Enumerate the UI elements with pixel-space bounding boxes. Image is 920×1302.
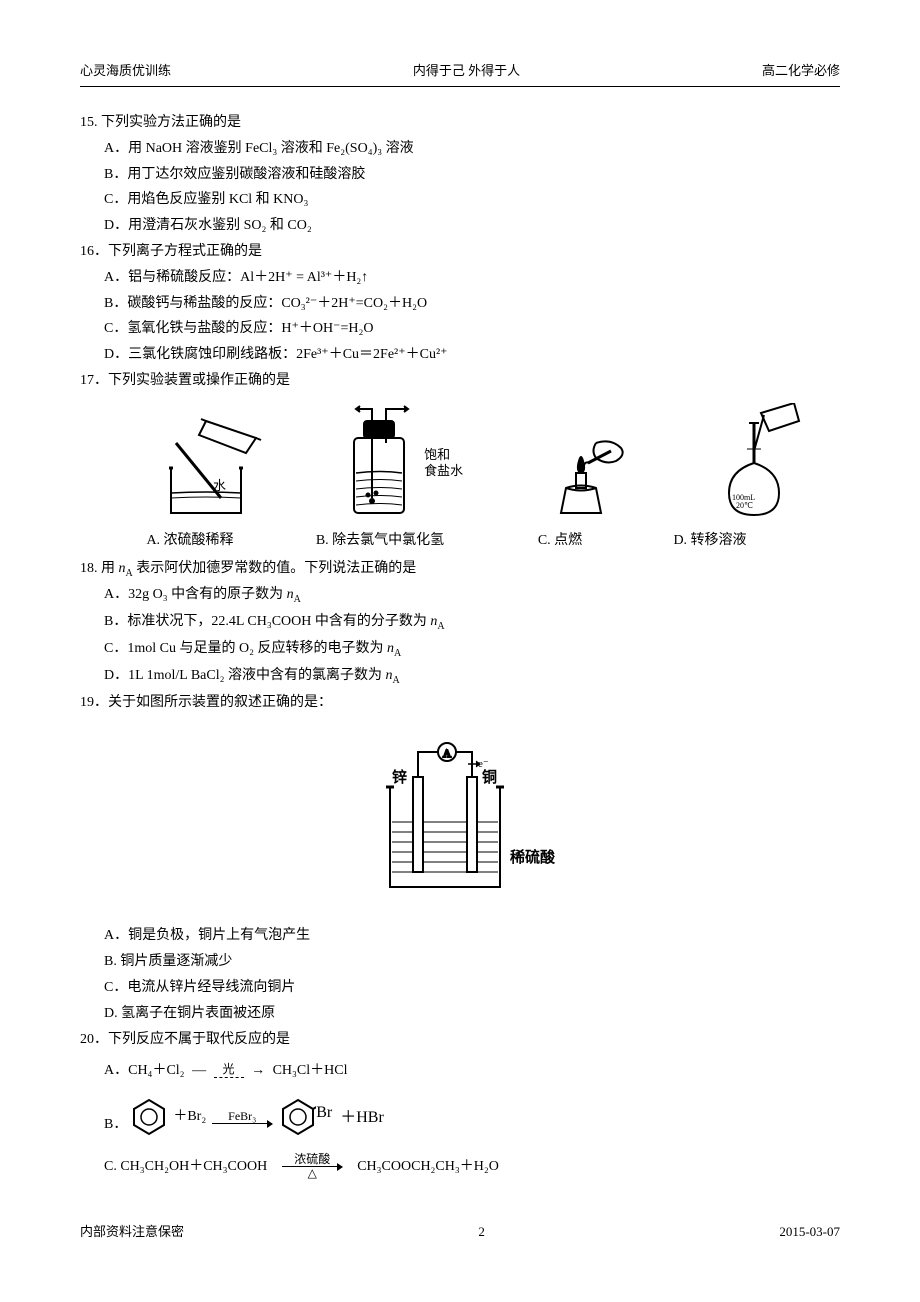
page-footer: 内部资料注意保密 2 2015-03-07	[80, 1221, 840, 1243]
q20-A-arrow: 光	[214, 1063, 244, 1079]
q19-stem: 19．关于如图所示装置的叙述正确的是：	[80, 691, 840, 715]
q18-D: D．1L 1mol/L BaCl₂ 溶液中含有的氯离子数为 nA	[104, 664, 840, 689]
svg-text:e⁻: e⁻	[478, 758, 489, 770]
footer-left: 内部资料注意保密	[80, 1221, 184, 1243]
footer-right: 2015-03-07	[779, 1221, 840, 1243]
q17-optB: B. 除去氯气中氯化氢	[280, 529, 480, 553]
q15-D: D．用澄清石灰水鉴别 SO₂ 和 CO₂	[104, 214, 840, 238]
q18-A: A．32g O₃ 中含有的原子数为 nA	[104, 583, 840, 608]
benzene-icon	[131, 1097, 167, 1137]
q20-A-right: CH₃Cl＋HCl	[273, 1063, 348, 1078]
q20-C-left: C. CH₃CH₂OH＋CH₃COOH	[104, 1159, 267, 1174]
svg-text:A: A	[443, 748, 451, 760]
q20-B-top: FeBr₃	[212, 1110, 272, 1123]
q17-b-label1: 饱和	[424, 447, 463, 463]
q20-A-left: A．CH₄＋Cl₂	[104, 1063, 185, 1078]
q16-D: D．三氯化铁腐蚀印刷线路板：2Fe³⁺＋Cu＝2Fe²⁺＋Cu²⁺	[104, 343, 840, 367]
q18-B-pre: B．标准状况下，22.4L CH₃COOH 中含有的分子数为	[104, 614, 430, 629]
q20-A-top: 光	[214, 1063, 244, 1076]
q20-A: A．CH₄＋Cl₂ — 光 → CH₃Cl＋HCl	[104, 1059, 840, 1083]
q16-stem: 16．下列离子方程式正确的是	[80, 240, 840, 264]
q17-diagram-b-wrap: 饱和 食盐水	[334, 403, 463, 523]
q16-A: A．铝与稀硫酸反应：Al＋2H⁺ = Al³⁺＋H₂↑	[104, 266, 840, 290]
q20-B-label: B．	[104, 1113, 127, 1137]
page: 心灵海质优训练 内得于己 外得于人 高二化学必修 15. 下列实验方法正确的是 …	[0, 0, 920, 1283]
q15-C: C．用焰色反应鉴别 KCl 和 KNO₃	[104, 188, 840, 212]
q19-diagram-wrap: A e⁻ 锌 铜 稀硫酸	[80, 732, 840, 902]
q15-A: A．用 NaOH 溶液鉴别 FeCl₃ 溶液和 Fe₂(SO₄)₃ 溶液	[104, 137, 840, 161]
q18-C-pre: C．1mol Cu 与足量的 O₂ 反应转移的电子数为	[104, 641, 387, 656]
svg-text:水: 水	[213, 478, 226, 493]
q19-C: C．电流从锌片经导线流向铜片	[104, 976, 840, 1000]
q20-C-top: 浓硫酸	[282, 1153, 342, 1166]
q19-B: B. 铜片质量逐渐减少	[104, 950, 840, 974]
q15-stem: 15. 下列实验方法正确的是	[80, 111, 840, 135]
q16-B: B．碳酸钙与稀盐酸的反应：CO₃²⁻＋2H⁺=CO₂＋H₂O	[104, 292, 840, 316]
q18-A-n: n	[287, 587, 294, 602]
q20-C-arrow: 浓硫酸 △	[282, 1153, 342, 1180]
q18-D-n: n	[386, 668, 393, 683]
q18-B: B．标准状况下，22.4L CH₃COOH 中含有的分子数为 nA	[104, 610, 840, 635]
q19-diagram: A e⁻ 锌 铜 稀硫酸	[350, 732, 570, 902]
q17-optC: C. 点燃	[480, 529, 640, 553]
q20-B-tail: ＋HBr	[340, 1104, 384, 1131]
q18-A-pre: A．32g O₃ 中含有的原子数为	[104, 587, 287, 602]
q19-acid-label: 稀硫酸	[510, 848, 556, 866]
q20-B-left: ＋Br₂	[173, 1105, 206, 1129]
q18-D-pre: D．1L 1mol/L BaCl₂ 溶液中含有的氯离子数为	[104, 668, 386, 683]
q18-C-n: n	[387, 641, 394, 656]
q18-B-sub: A	[437, 621, 444, 632]
q19-zn-label: 锌	[392, 768, 407, 786]
q17-option-row: A. 浓硫酸稀释 B. 除去氯气中氯化氢 C. 点燃 D. 转移溶液	[100, 529, 840, 553]
q17-diagrams: 水	[120, 403, 840, 523]
q20-C-right: CH₃COOCH₂CH₃＋H₂O	[357, 1159, 499, 1174]
q20-B-arrow: FeBr₃	[212, 1110, 272, 1124]
q20-stem: 20．下列反应不属于取代反应的是	[80, 1028, 840, 1052]
q18-C: C．1mol Cu 与足量的 O₂ 反应转移的电子数为 nA	[104, 637, 840, 662]
q17-optA: A. 浓硫酸稀释	[100, 529, 280, 553]
q20-C: C. CH₃CH₂OH＋CH₃COOH 浓硫酸 △ CH₃COOCH₂CH₃＋H…	[104, 1153, 840, 1180]
q17-diagram-b	[334, 403, 424, 523]
q17-stem: 17．下列实验装置或操作正确的是	[80, 369, 840, 393]
header-center: 内得于己 外得于人	[413, 60, 520, 82]
q20-B: B． ＋Br₂ FeBr₃ Br ＋HBr	[104, 1097, 840, 1137]
q19-D: D. 氢离子在铜片表面被还原	[104, 1002, 840, 1026]
q20-B-br: Br	[316, 1099, 332, 1126]
q18-stem-prefix: 18. 用	[80, 561, 119, 576]
page-header: 心灵海质优训练 内得于己 外得于人 高二化学必修	[80, 60, 840, 87]
q18-stem: 18. 用 nA 表示阿伏加德罗常数的值。下列说法正确的是	[80, 557, 840, 582]
q17-optD: D. 转移溶液	[640, 529, 780, 553]
footer-center: 2	[478, 1221, 485, 1243]
header-left: 心灵海质优训练	[80, 60, 171, 82]
bromobenzene-icon	[280, 1097, 316, 1137]
q20-C-bot: △	[282, 1167, 342, 1180]
q16-C: C．氢氧化铁与盐酸的反应：H⁺＋OH⁻=H₂O	[104, 317, 840, 341]
q18-nA-n: n	[119, 561, 126, 576]
q17-diagram-c	[526, 413, 636, 523]
q18-D-sub: A	[393, 675, 400, 686]
q19-cu-label: 铜	[482, 768, 497, 786]
q18-A-sub: A	[294, 594, 301, 605]
header-right: 高二化学必修	[762, 60, 840, 82]
q18-nA-sub: A	[126, 567, 133, 578]
q18-stem-mid: 表示阿伏加德罗常数的值。下列说法正确的是	[133, 561, 417, 576]
q17-diagram-d: 100mL 20℃	[699, 403, 809, 523]
q15-B: B．用丁达尔效应鉴别碳酸溶液和硅酸溶胶	[104, 163, 840, 187]
q18-C-sub: A	[394, 648, 401, 659]
q19-A: A．铜是负极，铜片上有气泡产生	[104, 924, 840, 948]
q17-b-label2: 食盐水	[424, 463, 463, 479]
svg-text:20℃: 20℃	[736, 501, 753, 510]
q17-diagram-a: 水	[151, 413, 271, 523]
